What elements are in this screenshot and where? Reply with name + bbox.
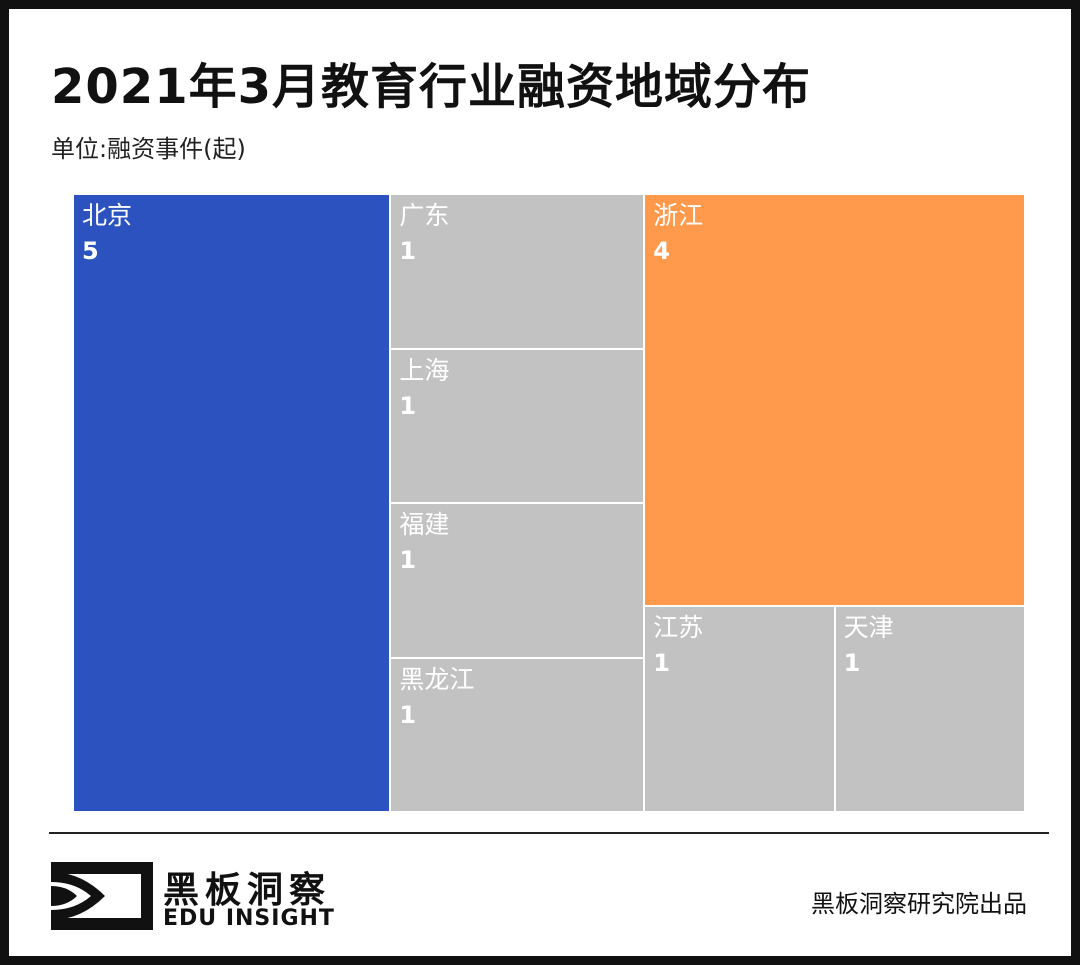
- treemap-cell: 北京 5: [73, 194, 391, 812]
- treemap-cell-value: 1: [399, 700, 417, 729]
- credit-line: 黑板洞察研究院出品: [811, 890, 1027, 918]
- treemap-cell-value: 1: [843, 649, 861, 677]
- treemap-cell-label: 江苏: [653, 613, 704, 642]
- treemap-cell-value: 4: [653, 237, 670, 265]
- treemap-cell-label: 广东: [399, 201, 450, 230]
- treemap-cell-label: 黑龙江: [399, 664, 475, 694]
- chart-title: 2021年3月教育行业融资地域分布: [51, 59, 811, 115]
- treemap-cell-label: 浙江: [653, 201, 704, 230]
- treemap-cell-value: 5: [82, 237, 99, 265]
- treemap-cell-value: 1: [653, 649, 670, 677]
- brand-name-cn: 黑板洞察: [163, 870, 332, 911]
- treemap-cell: 黑龙江 1: [390, 657, 645, 812]
- chart-unit: 单位:融资事件(起): [51, 135, 246, 163]
- treemap-cell: 广东 1: [390, 194, 645, 349]
- brand-name-en: EDU INSIGHT: [163, 906, 335, 931]
- treemap-cell-label: 上海: [399, 355, 450, 385]
- treemap-cell-value: 1: [399, 546, 417, 574]
- treemap-cell-value: 1: [399, 391, 417, 420]
- treemap-cell: 江苏 1: [644, 606, 835, 812]
- treemap: 北京 5 广东 1 上海 1 福建 1 黑龙江 1 浙江 4 江苏 1 天津 1: [73, 194, 1025, 812]
- edu-insight-logo-icon: [51, 862, 153, 930]
- treemap-cell: 上海 1: [390, 348, 645, 503]
- treemap-cell-label: 福建: [399, 510, 450, 539]
- treemap-cell: 浙江 4: [644, 194, 1025, 606]
- treemap-cell-label: 北京: [82, 201, 133, 230]
- treemap-cell-value: 1: [399, 237, 417, 265]
- treemap-cell: 福建 1: [390, 503, 645, 658]
- treemap-cell-label: 天津: [843, 613, 894, 642]
- treemap-cell: 天津 1: [834, 606, 1025, 812]
- footer-divider: [49, 832, 1049, 834]
